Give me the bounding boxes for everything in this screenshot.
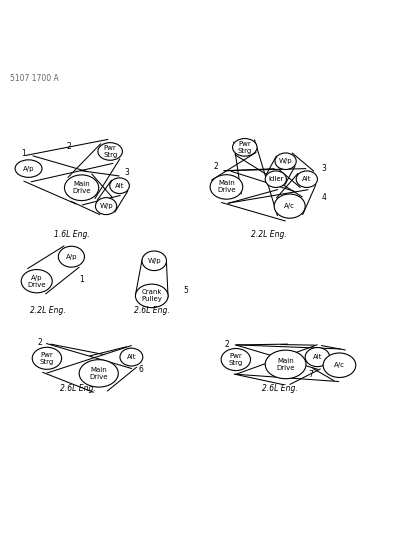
Text: 6: 6 [138, 365, 143, 374]
Text: Pwr
Strg: Pwr Strg [40, 352, 54, 365]
Ellipse shape [98, 143, 122, 160]
Text: Main
Drive: Main Drive [72, 181, 91, 194]
Ellipse shape [275, 153, 296, 169]
Text: 7: 7 [308, 370, 313, 379]
Text: 5: 5 [184, 286, 188, 295]
Ellipse shape [305, 348, 330, 367]
Text: Alt: Alt [302, 176, 312, 182]
Ellipse shape [32, 348, 62, 369]
Text: Pwr
Strg: Pwr Strg [103, 145, 117, 158]
Ellipse shape [15, 160, 42, 177]
Ellipse shape [58, 246, 84, 267]
Text: 2.2L Eng.: 2.2L Eng. [251, 230, 286, 239]
Text: 2: 2 [224, 340, 229, 349]
Ellipse shape [120, 348, 143, 366]
Ellipse shape [296, 171, 317, 188]
Ellipse shape [221, 349, 251, 370]
Text: A/c: A/c [334, 362, 345, 368]
Text: Pwr
Strg: Pwr Strg [229, 353, 243, 366]
Ellipse shape [95, 198, 117, 215]
Text: 1: 1 [21, 149, 26, 158]
Text: Main
Drive: Main Drive [89, 367, 108, 380]
Ellipse shape [142, 251, 166, 271]
Text: A/c: A/c [284, 203, 295, 209]
Text: Alt: Alt [126, 354, 136, 360]
Text: W/p: W/p [147, 258, 161, 264]
Ellipse shape [210, 175, 243, 199]
Text: 2: 2 [66, 142, 71, 151]
Text: Alt: Alt [313, 354, 322, 360]
Text: Alt: Alt [115, 183, 124, 189]
Ellipse shape [274, 194, 305, 218]
Ellipse shape [233, 139, 257, 156]
Text: W/p: W/p [99, 203, 113, 209]
Ellipse shape [135, 284, 168, 308]
Text: 2.6L Eng.: 2.6L Eng. [60, 384, 96, 393]
Ellipse shape [79, 360, 118, 387]
Text: Main
Drive: Main Drive [276, 358, 295, 371]
Ellipse shape [265, 171, 286, 188]
Text: Idler: Idler [268, 176, 284, 182]
Text: 2: 2 [214, 162, 219, 171]
Text: W/p: W/p [279, 158, 293, 164]
Text: A/p: A/p [23, 166, 34, 172]
Text: 2.6L Eng.: 2.6L Eng. [134, 306, 170, 315]
Ellipse shape [21, 270, 52, 293]
Ellipse shape [265, 350, 306, 379]
Text: 4: 4 [322, 192, 326, 201]
Text: Pwr
Strg: Pwr Strg [238, 141, 252, 154]
Text: 3: 3 [322, 164, 326, 173]
Text: Crank
Pulley: Crank Pulley [141, 289, 162, 302]
Text: 3: 3 [124, 168, 129, 177]
Ellipse shape [64, 175, 99, 200]
Text: 2.2L Eng.: 2.2L Eng. [30, 306, 66, 315]
Text: 2: 2 [38, 338, 42, 347]
Text: 5107 1700 A: 5107 1700 A [10, 74, 59, 83]
Ellipse shape [323, 353, 356, 377]
Text: 1: 1 [79, 275, 84, 284]
Text: A/p
Drive: A/p Drive [27, 274, 46, 288]
Ellipse shape [110, 178, 129, 193]
Text: 1.6L Eng.: 1.6L Eng. [53, 230, 89, 239]
Text: 2.6L Eng.: 2.6L Eng. [262, 384, 298, 393]
Text: A/p: A/p [66, 254, 77, 260]
Text: Main
Drive: Main Drive [217, 181, 236, 193]
